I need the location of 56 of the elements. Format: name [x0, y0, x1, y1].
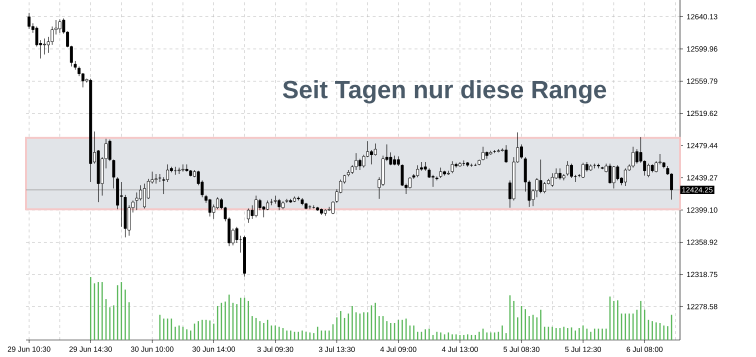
candlestick	[278, 198, 281, 210]
candlestick	[35, 26, 38, 47]
candlestick	[646, 163, 650, 178]
candlestick	[450, 160, 454, 174]
candlestick	[120, 182, 123, 228]
candlestick	[400, 164, 404, 186]
candlestick	[362, 154, 366, 168]
candlestick	[608, 163, 612, 184]
candlestick	[181, 164, 184, 172]
candlestick	[354, 152, 358, 170]
candlestick	[166, 164, 170, 182]
candlestick	[208, 198, 212, 217]
candlestick	[635, 148, 638, 164]
candlestick	[504, 144, 508, 164]
candlestick	[439, 167, 442, 178]
candlestick	[596, 163, 600, 169]
candlestick	[154, 174, 158, 184]
candlestick	[539, 159, 542, 194]
candlestick	[482, 146, 485, 161]
candlestick	[408, 176, 412, 189]
candlestick	[58, 18, 62, 34]
candlestick	[332, 200, 334, 214]
candlestick	[254, 195, 258, 218]
candlestick	[520, 144, 523, 160]
candlestick	[50, 26, 54, 46]
candlestick	[558, 168, 562, 180]
candlestick	[616, 164, 620, 181]
candlestick	[270, 198, 273, 206]
candlestick	[246, 208, 250, 224]
candlestick	[143, 183, 146, 209]
candlestick	[216, 196, 220, 210]
candlestick	[582, 162, 585, 178]
candlestick	[570, 163, 573, 178]
candlestick	[543, 182, 546, 194]
candlestick	[612, 166, 616, 189]
candlestick	[393, 155, 396, 166]
candlestick	[235, 226, 238, 244]
candlestick	[535, 178, 538, 198]
candlestick	[550, 172, 554, 188]
candlestick	[389, 152, 392, 166]
candlestick	[416, 164, 420, 178]
candlestick	[566, 160, 570, 176]
candlestick	[374, 143, 377, 156]
candlestick	[358, 158, 362, 170]
candlestick	[28, 12, 31, 30]
candlestick	[370, 150, 373, 165]
candlestick	[624, 168, 627, 186]
candlestick	[135, 192, 138, 210]
candlestick	[496, 148, 500, 153]
candlestick	[266, 200, 270, 210]
candlestick	[654, 160, 658, 173]
text: Seit Tagen nur diese Range	[282, 80, 606, 104]
candlestick	[632, 146, 635, 168]
candlestick	[428, 168, 431, 178]
candlestick	[396, 156, 400, 166]
candlestick	[108, 139, 112, 162]
